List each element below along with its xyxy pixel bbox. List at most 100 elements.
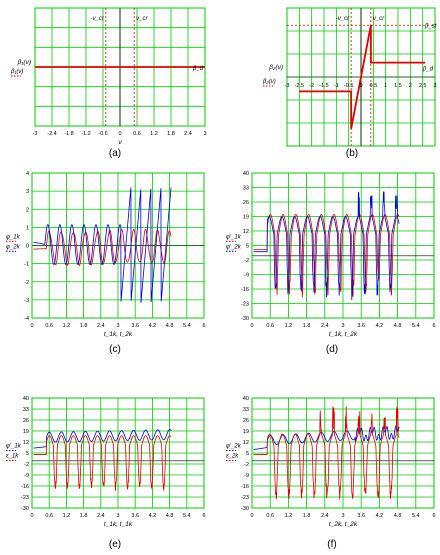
x-tick-label: 4.8 bbox=[166, 513, 174, 519]
chart-a: -3 -2.4 -1.8 -1.2 -0.6 0 0.6 1.2 1.8 2.4 3 ν β₁(ν) -ν… bbox=[10, 7, 207, 146]
x-tick-label: 4.8 bbox=[166, 323, 174, 329]
x-tick-label: 3.6 bbox=[357, 513, 365, 519]
x-tick-label: 4.2 bbox=[149, 323, 157, 329]
y-tick-label: -2 bbox=[24, 462, 29, 468]
y-tick-label: -2 bbox=[24, 280, 29, 286]
x-tick-label: -0.5 bbox=[344, 83, 353, 89]
critical-line-label: -ν_cr bbox=[336, 16, 350, 22]
legend-label: φ'_2k bbox=[226, 444, 242, 450]
x-tick-label: 5.4 bbox=[183, 513, 191, 519]
y-tick-label: 26 bbox=[23, 418, 29, 424]
y-tick-label: 3 bbox=[26, 189, 29, 195]
x-tick-label: 3.6 bbox=[131, 323, 139, 329]
y-tick-label: 5 bbox=[246, 244, 249, 250]
y-tick-label: 12 bbox=[23, 440, 29, 446]
legend-label: β₁(ν) bbox=[10, 69, 23, 75]
x-tick-label: 6 bbox=[432, 323, 435, 329]
x-tick-label: 5.4 bbox=[412, 513, 420, 519]
legend-label: φ'_1k bbox=[226, 234, 242, 240]
y-tick-label: 12 bbox=[243, 440, 249, 446]
x-tick-label: 2.4 bbox=[321, 513, 329, 519]
chart-b: -3 -2.5 -2 -1.5 -1 -0.5 0 0.5 1 1.5 2 2.5 3 β₂(ν) -ν_c… bbox=[262, 7, 437, 147]
x-tick-label: 5.4 bbox=[412, 323, 420, 329]
panel-label-c: (c) bbox=[109, 344, 121, 355]
y-tick-label: 1 bbox=[26, 225, 29, 231]
chart-f-grid bbox=[251, 397, 435, 509]
series-f-2-line bbox=[253, 406, 400, 500]
annotation: β_d bbox=[422, 67, 434, 73]
x-tick-label: 0 bbox=[250, 513, 253, 519]
x-tick-label: 1 bbox=[384, 83, 387, 89]
x-tick-label: 1.5 bbox=[394, 83, 402, 89]
x-tick-label: -2 bbox=[309, 83, 314, 89]
chart-d-grid bbox=[251, 172, 435, 319]
x-tick-label: 4.2 bbox=[149, 513, 157, 519]
chart-d: 0 0.6 1.2 1.8 2.4 3 3.6 4.2 4.8 5.4 6 -30 -23 -16 -9 -2… bbox=[226, 171, 436, 338]
legend-label: φ_2k bbox=[6, 244, 21, 250]
x-axis-label: t_2k, t_2k bbox=[329, 521, 358, 528]
x-tick-label: 3 bbox=[433, 83, 436, 89]
x-tick-label: 1.2 bbox=[285, 513, 293, 519]
critical-line-label: ν_cr bbox=[136, 16, 148, 22]
y-tick-label: -2 bbox=[244, 258, 249, 264]
chart-e: 0 0.6 1.2 1.8 2.4 3 3.6 4.2 4.8 5.4 6 -30 -23 -16 -9 -2… bbox=[6, 396, 206, 528]
x-tick-label: -1.5 bbox=[319, 83, 328, 89]
annotation: β_d bbox=[192, 66, 204, 72]
x-tick-label: 1.8 bbox=[303, 323, 311, 329]
x-tick-label: 4.8 bbox=[394, 513, 402, 519]
x-tick-label: 4.2 bbox=[376, 323, 384, 329]
x-tick-label: -3 bbox=[33, 131, 38, 137]
y-tick-label: 5 bbox=[26, 451, 29, 457]
y-tick-label: 40 bbox=[243, 396, 249, 402]
chart-e-grid bbox=[31, 397, 205, 509]
panel-label-b: (b) bbox=[346, 148, 358, 159]
series-e-2-line bbox=[33, 435, 172, 491]
y-tick-label: 33 bbox=[243, 407, 249, 413]
x-tick-label: 0.6 bbox=[45, 513, 53, 519]
y-tick-label: -23 bbox=[21, 495, 29, 501]
x-tick-label: 1.8 bbox=[167, 131, 175, 137]
x-tick-label: 2.5 bbox=[419, 83, 427, 89]
x-tick-label: 2.4 bbox=[321, 323, 329, 329]
x-axis-label: t_1k, t_1k bbox=[104, 521, 133, 528]
x-tick-label: 0.6 bbox=[266, 323, 274, 329]
x-tick-label: -1 bbox=[334, 83, 339, 89]
y-tick-label: -30 bbox=[21, 506, 29, 512]
x-axis-label: t_1k, t_2k bbox=[329, 331, 358, 338]
series-c-1-line bbox=[33, 228, 172, 266]
y-tick-label: 12 bbox=[243, 229, 249, 235]
x-tick-label: 0.5 bbox=[370, 83, 378, 89]
x-tick-label: 3.6 bbox=[131, 513, 139, 519]
series-b-1-line bbox=[299, 25, 426, 129]
y-tick-label: -1 bbox=[24, 262, 29, 268]
series-d-1-line bbox=[253, 214, 400, 298]
x-tick-label: -3 bbox=[285, 83, 290, 89]
y-tick-label: 33 bbox=[23, 407, 29, 413]
x-tick-label: 6 bbox=[202, 513, 205, 519]
x-tick-label: -0.6 bbox=[98, 131, 107, 137]
series-c-2-line bbox=[33, 187, 172, 303]
x-tick-label: 1.8 bbox=[80, 323, 88, 329]
legend-label: ε_1k bbox=[6, 454, 19, 460]
y-axis-label: β₂(ν) bbox=[268, 64, 283, 71]
plot-frame bbox=[251, 172, 435, 319]
y-tick-label: 4 bbox=[26, 171, 29, 177]
x-tick-label: 4.8 bbox=[394, 323, 402, 329]
chart-c: 0 0.6 1.2 1.8 2.4 3 3.6 4.2 4.8 5.4 6 -4 -3 -2 -1 0 1 2 3 4… bbox=[6, 171, 206, 338]
y-tick-label: 19 bbox=[243, 429, 249, 435]
panel-label-a: (a) bbox=[109, 148, 121, 159]
x-tick-label: 0 bbox=[30, 513, 33, 519]
panel-label-d: (d) bbox=[326, 344, 338, 355]
y-tick-label: 26 bbox=[243, 200, 249, 206]
x-tick-label: -1.8 bbox=[64, 131, 73, 137]
x-tick-label: 2.4 bbox=[184, 131, 192, 137]
x-tick-label: 4.2 bbox=[376, 513, 384, 519]
y-tick-label: 40 bbox=[243, 171, 249, 177]
y-tick-label: -30 bbox=[241, 506, 249, 512]
x-tick-label: -2.4 bbox=[47, 131, 56, 137]
x-tick-label: 3 bbox=[203, 131, 206, 137]
x-tick-label: -1.2 bbox=[81, 131, 90, 137]
legend-label: φ'_1k bbox=[6, 444, 22, 450]
x-tick-label: 0.6 bbox=[133, 131, 141, 137]
